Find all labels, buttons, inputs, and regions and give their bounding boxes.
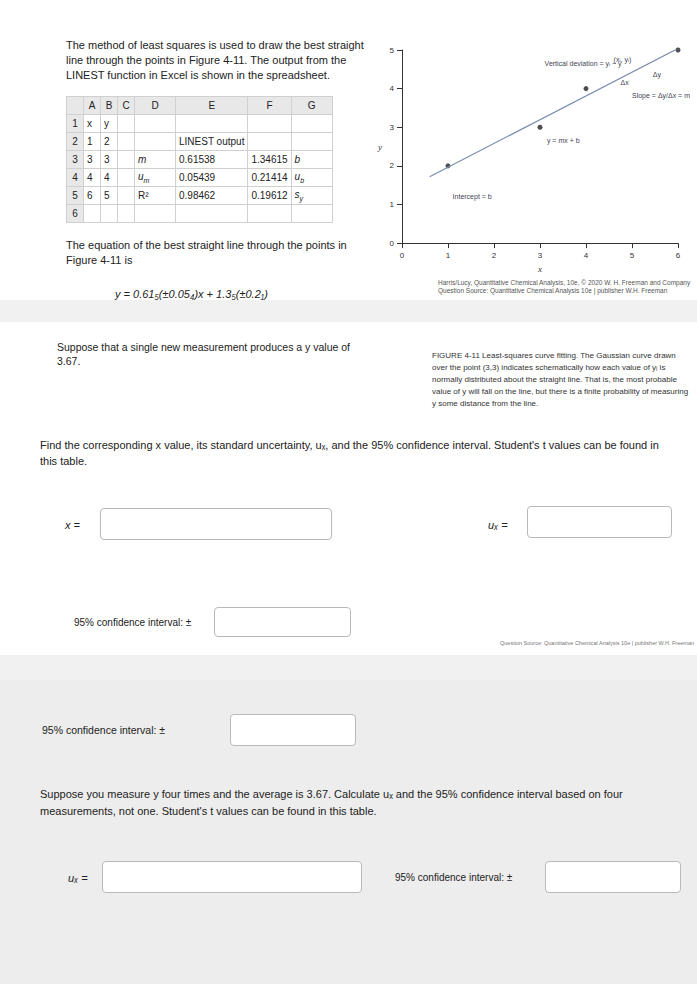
svg-text:Intercept = b: Intercept = b <box>453 193 492 201</box>
svg-text:1: 1 <box>446 251 451 260</box>
svg-text:4: 4 <box>584 251 589 260</box>
svg-text:1: 1 <box>390 200 395 209</box>
html-text:95% confidence interval: ±: 95% confidence interval: ± <box>74 617 192 628</box>
html-text:x =: x = <box>65 519 80 531</box>
html-text:m: m <box>138 154 147 165</box>
svg-text:2: 2 <box>492 251 497 260</box>
html-text:2: 2 <box>72 136 78 147</box>
svg-text:3: 3 <box>538 251 543 260</box>
html-text:95% confidence interval: ±: 95% confidence interval: ± <box>395 872 513 883</box>
html-text:B: B <box>105 100 113 111</box>
html-text:0.21414: 0.21414 <box>251 172 288 183</box>
html-text:LINEST output: LINEST output <box>179 136 245 147</box>
html-text:A: A <box>88 100 96 111</box>
html-text:0.19612: 0.19612 <box>251 190 288 201</box>
svg-text:0: 0 <box>390 239 395 248</box>
html-text:C: C <box>122 100 130 111</box>
html-text:2: 2 <box>104 136 110 147</box>
svg-text:5: 5 <box>390 46 395 55</box>
svg-text:x: x <box>537 264 542 274</box>
html-text:Harris/Lucy, Quantitative Chem: Harris/Lucy, Quantitative Chemical Analy… <box>438 279 691 294</box>
html-text:3: 3 <box>87 154 93 165</box>
svg-text:y: y <box>377 142 382 152</box>
svg-text:2: 2 <box>390 161 395 170</box>
svg-text:(xᵢ, yᵢ): (xᵢ, yᵢ) <box>614 56 632 64</box>
html-text:y = 0.61₅(±0.05₄)x + 1.3₅(±0.2: y = 0.61₅(±0.05₄)x + 1.3₅(±0.2₁) <box>115 288 268 300</box>
svg-text:Δy: Δy <box>653 71 662 79</box>
html-text:y: y <box>104 118 109 129</box>
html-text:sy: sy <box>294 189 304 202</box>
html-text:Suppose you measure y four tim: Suppose you measure y four times and the… <box>40 788 623 817</box>
html-text:4: 4 <box>87 172 93 183</box>
svg-text:4: 4 <box>390 84 395 93</box>
html-text:F: F <box>266 100 273 111</box>
html-text:3: 3 <box>72 154 78 165</box>
html-text:0.98462: 0.98462 <box>179 190 216 201</box>
html-text:6: 6 <box>72 208 78 219</box>
html-text:4: 4 <box>72 172 78 183</box>
html-text:D: D <box>151 100 159 111</box>
html-text:1: 1 <box>87 136 93 147</box>
svg-text:Vertical deviation = yᵢ − y: Vertical deviation = yᵢ − y <box>545 60 622 68</box>
html-text:Question Source: Quantitative: Question Source: Quantitative Chemical A… <box>500 640 694 646</box>
html-text:Suppose that a single new meas: Suppose that a single new measurement pr… <box>57 341 350 367</box>
html-text:95% confidence interval: ±: 95% confidence interval: ± <box>42 724 166 736</box>
html-text:um: um <box>138 171 150 184</box>
svg-text:3: 3 <box>390 123 395 132</box>
html-text:6: 6 <box>87 190 93 201</box>
html-text:ub: ub <box>294 171 304 184</box>
html-text:5: 5 <box>72 190 78 201</box>
html-text:4: 4 <box>104 172 110 183</box>
html-text:The method of least squares is: The method of least squares is used to d… <box>66 39 364 81</box>
svg-text:5: 5 <box>630 251 635 260</box>
svg-text:6: 6 <box>676 251 681 260</box>
html-text:0.05439: 0.05439 <box>179 172 216 183</box>
html-text:0.61538: 0.61538 <box>179 154 216 165</box>
html-text:G: G <box>307 100 316 111</box>
html-text:The equation of the best strai: The equation of the best straight line t… <box>66 239 347 266</box>
html-text:FIGURE 4-11 Least-squares curv: FIGURE 4-11 Least-squares curve fitting.… <box>432 351 689 408</box>
svg-text:Slope = Δy/Δx = m: Slope = Δy/Δx = m <box>632 92 690 100</box>
html-text:1.34615: 1.34615 <box>251 154 288 165</box>
html-text:uₓ =: uₓ = <box>68 872 88 884</box>
html-text:x: x <box>87 118 92 129</box>
html-text:b: b <box>294 154 301 165</box>
svg-text:Δx: Δx <box>621 79 630 86</box>
svg-text:0: 0 <box>400 251 405 260</box>
html-text:R²: R² <box>138 190 149 201</box>
html-text:1: 1 <box>72 118 78 129</box>
html-text:3: 3 <box>104 154 110 165</box>
html-text:uₓ =: uₓ = <box>488 519 508 531</box>
html-text:E: E <box>208 100 215 111</box>
html-text:5: 5 <box>104 190 110 201</box>
html-text:Find the corresponding x value: Find the corresponding x value, its stan… <box>40 439 659 467</box>
svg-text:y = mx + b: y = mx + b <box>547 137 580 145</box>
